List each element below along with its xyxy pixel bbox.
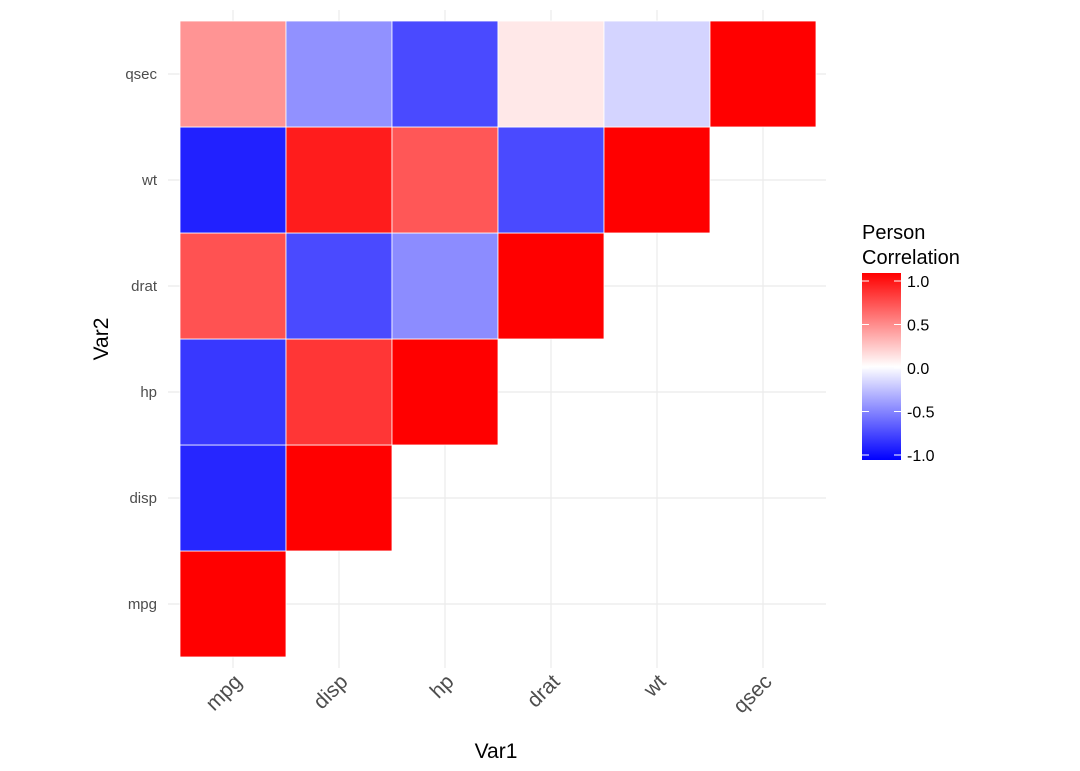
legend-tick-label: 1.0	[907, 274, 929, 291]
legend-ticks: 1.0 0.5 0.0 -0.5 -1.0	[862, 274, 935, 465]
legend-tick-label: 0.0	[907, 361, 929, 378]
x-tick-label-hp: hp	[426, 670, 459, 703]
x-tick-label-wt: wt	[639, 670, 671, 702]
x-axis-title: Var1	[475, 740, 518, 763]
heatmap-cell-hp-wt	[391, 126, 499, 234]
legend-title-line-2: Correlation	[862, 247, 960, 269]
x-tick-label-qsec: qsec	[729, 670, 777, 718]
color-legend: Person Correlation 1.0 0.5 0.0 -0.5 -1.0	[862, 222, 960, 465]
heatmap-cell-qsec-qsec	[709, 20, 817, 128]
x-tick-label-drat: drat	[523, 670, 565, 712]
legend-tick-label: -1.0	[907, 448, 935, 465]
y-tick-labels: mpg disp hp drat wt qsec	[125, 66, 158, 613]
x-tick-label-disp: disp	[309, 670, 353, 714]
y-tick-label-hp: hp	[140, 384, 157, 401]
y-tick-label-mpg: mpg	[128, 596, 157, 613]
y-tick-label-qsec: qsec	[125, 66, 157, 83]
heatmap-cell-disp-disp	[285, 444, 393, 552]
heatmap-cell-mpg-qsec	[179, 20, 287, 128]
heatmap-cell-mpg-wt	[179, 126, 287, 234]
heatmap-cell-mpg-hp	[179, 338, 287, 446]
legend-color-bar	[862, 273, 901, 460]
legend-title-line-1: Person	[862, 222, 925, 244]
y-tick-label-disp: disp	[129, 490, 157, 507]
heatmap-cell-drat-qsec	[497, 20, 605, 128]
heatmap-cell-mpg-drat	[179, 232, 287, 340]
heatmap-cell-disp-drat	[285, 232, 393, 340]
x-tick-labels: mpg disp hp drat wt qsec	[201, 670, 776, 718]
heatmap-cell-mpg-disp	[179, 444, 287, 552]
heatmap-cell-drat-wt	[497, 126, 605, 234]
y-tick-label-drat: drat	[131, 278, 158, 295]
heatmap-cell-hp-hp	[391, 338, 499, 446]
legend-tick-label: -0.5	[907, 405, 935, 422]
legend-tick-label: 0.5	[907, 318, 929, 335]
heatmap-cells	[179, 20, 817, 658]
heatmap-cell-drat-drat	[497, 232, 605, 340]
heatmap-cell-hp-qsec	[391, 20, 499, 128]
heatmap-cell-disp-qsec	[285, 20, 393, 128]
heatmap-cell-disp-wt	[285, 126, 393, 234]
y-axis-title: Var2	[90, 318, 113, 361]
heatmap-cell-wt-qsec	[603, 20, 711, 128]
heatmap-cell-disp-hp	[285, 338, 393, 446]
heatmap-cell-wt-wt	[603, 126, 711, 234]
heatmap-cell-mpg-mpg	[179, 550, 287, 658]
x-tick-label-mpg: mpg	[201, 670, 246, 715]
heatmap-cell-hp-drat	[391, 232, 499, 340]
y-tick-label-wt: wt	[141, 172, 158, 189]
